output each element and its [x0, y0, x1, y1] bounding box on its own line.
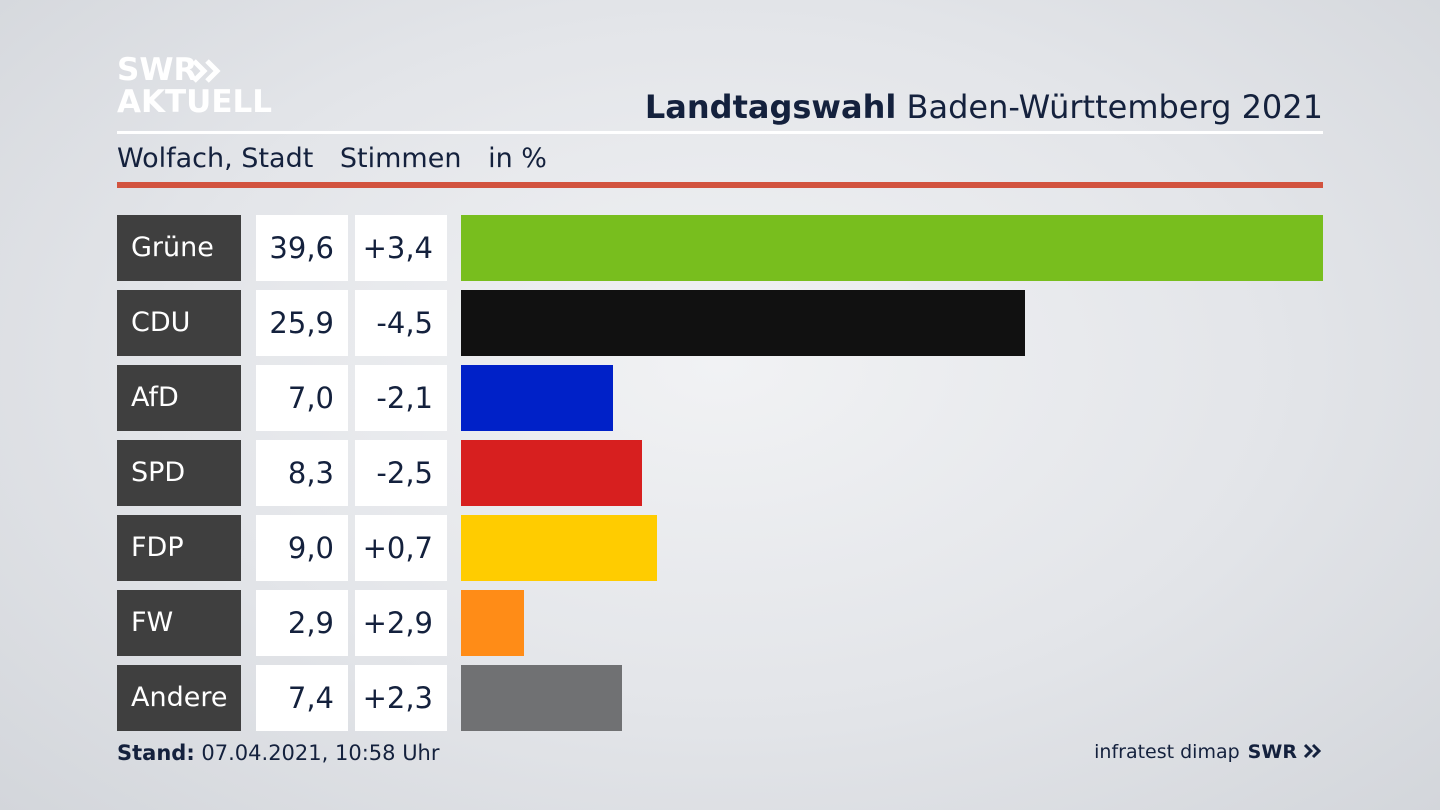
- change-value: -2,1: [355, 365, 447, 431]
- bar-row: AfD 7,0 -2,1: [117, 365, 1323, 431]
- party-label: FDP: [117, 515, 241, 581]
- party-label: CDU: [117, 290, 241, 356]
- bar: [461, 665, 622, 731]
- logo-swr-text: SWR: [117, 52, 198, 88]
- bar: [461, 365, 613, 431]
- chevron-right-icon: [1303, 743, 1322, 759]
- bar: [461, 215, 1323, 281]
- unit-label: in %: [488, 143, 547, 174]
- party-label: Andere: [117, 665, 241, 731]
- change-value: +2,3: [355, 665, 447, 731]
- change-value: +3,4: [355, 215, 447, 281]
- logo-aktuell-text: AKTUELL: [117, 84, 273, 120]
- title-bold: Landtagswahl: [644, 88, 897, 126]
- bar-row: FDP 9,0 +0,7: [117, 515, 1323, 581]
- party-label: AfD: [117, 365, 241, 431]
- vote-share-value: 7,4: [256, 665, 348, 731]
- vote-share-value: 9,0: [256, 515, 348, 581]
- page-title: Landtagswahl Baden-Württemberg 2021: [645, 88, 1323, 126]
- stand-label: Stand:: [117, 741, 195, 765]
- change-value: -4,5: [355, 290, 447, 356]
- change-value: +2,9: [355, 590, 447, 656]
- bar-row: SPD 8,3 -2,5: [117, 440, 1323, 506]
- change-value: -2,5: [355, 440, 447, 506]
- source-brand: SWR: [1247, 741, 1297, 763]
- header-divider: [117, 131, 1323, 134]
- bar: [461, 440, 642, 506]
- swr-aktuell-logo: SWR AKTUELL: [117, 54, 277, 120]
- location-label: Wolfach, Stadt: [117, 143, 314, 174]
- bar-row: Andere 7,4 +2,3: [117, 665, 1323, 731]
- measure-label: Stimmen: [339, 143, 462, 174]
- bar-row: Grüne 39,6 +3,4: [117, 215, 1323, 281]
- party-label: SPD: [117, 440, 241, 506]
- bar: [461, 515, 657, 581]
- title-rest: Baden-Württemberg 2021: [906, 88, 1324, 126]
- party-label: FW: [117, 590, 241, 656]
- vote-share-value: 39,6: [256, 215, 348, 281]
- timestamp: Stand: 07.04.2021, 10:58 Uhr: [117, 741, 440, 765]
- vote-share-value: 7,0: [256, 365, 348, 431]
- source-credit: infratest dimap SWR: [1094, 741, 1323, 763]
- vote-share-value: 2,9: [256, 590, 348, 656]
- accent-divider: [117, 182, 1323, 188]
- bar: [461, 590, 524, 656]
- subtitle: Wolfach, Stadt Stimmen in %: [117, 143, 565, 174]
- vote-share-value: 8,3: [256, 440, 348, 506]
- bar: [461, 290, 1025, 356]
- chevron-right-icon: [192, 59, 221, 83]
- source-label: infratest dimap: [1094, 741, 1240, 763]
- change-value: +0,7: [355, 515, 447, 581]
- vote-share-value: 25,9: [256, 290, 348, 356]
- bar-row: FW 2,9 +2,9: [117, 590, 1323, 656]
- bar-row: CDU 25,9 -4,5: [117, 290, 1323, 356]
- party-label: Grüne: [117, 215, 241, 281]
- stand-value: 07.04.2021, 10:58 Uhr: [201, 741, 440, 765]
